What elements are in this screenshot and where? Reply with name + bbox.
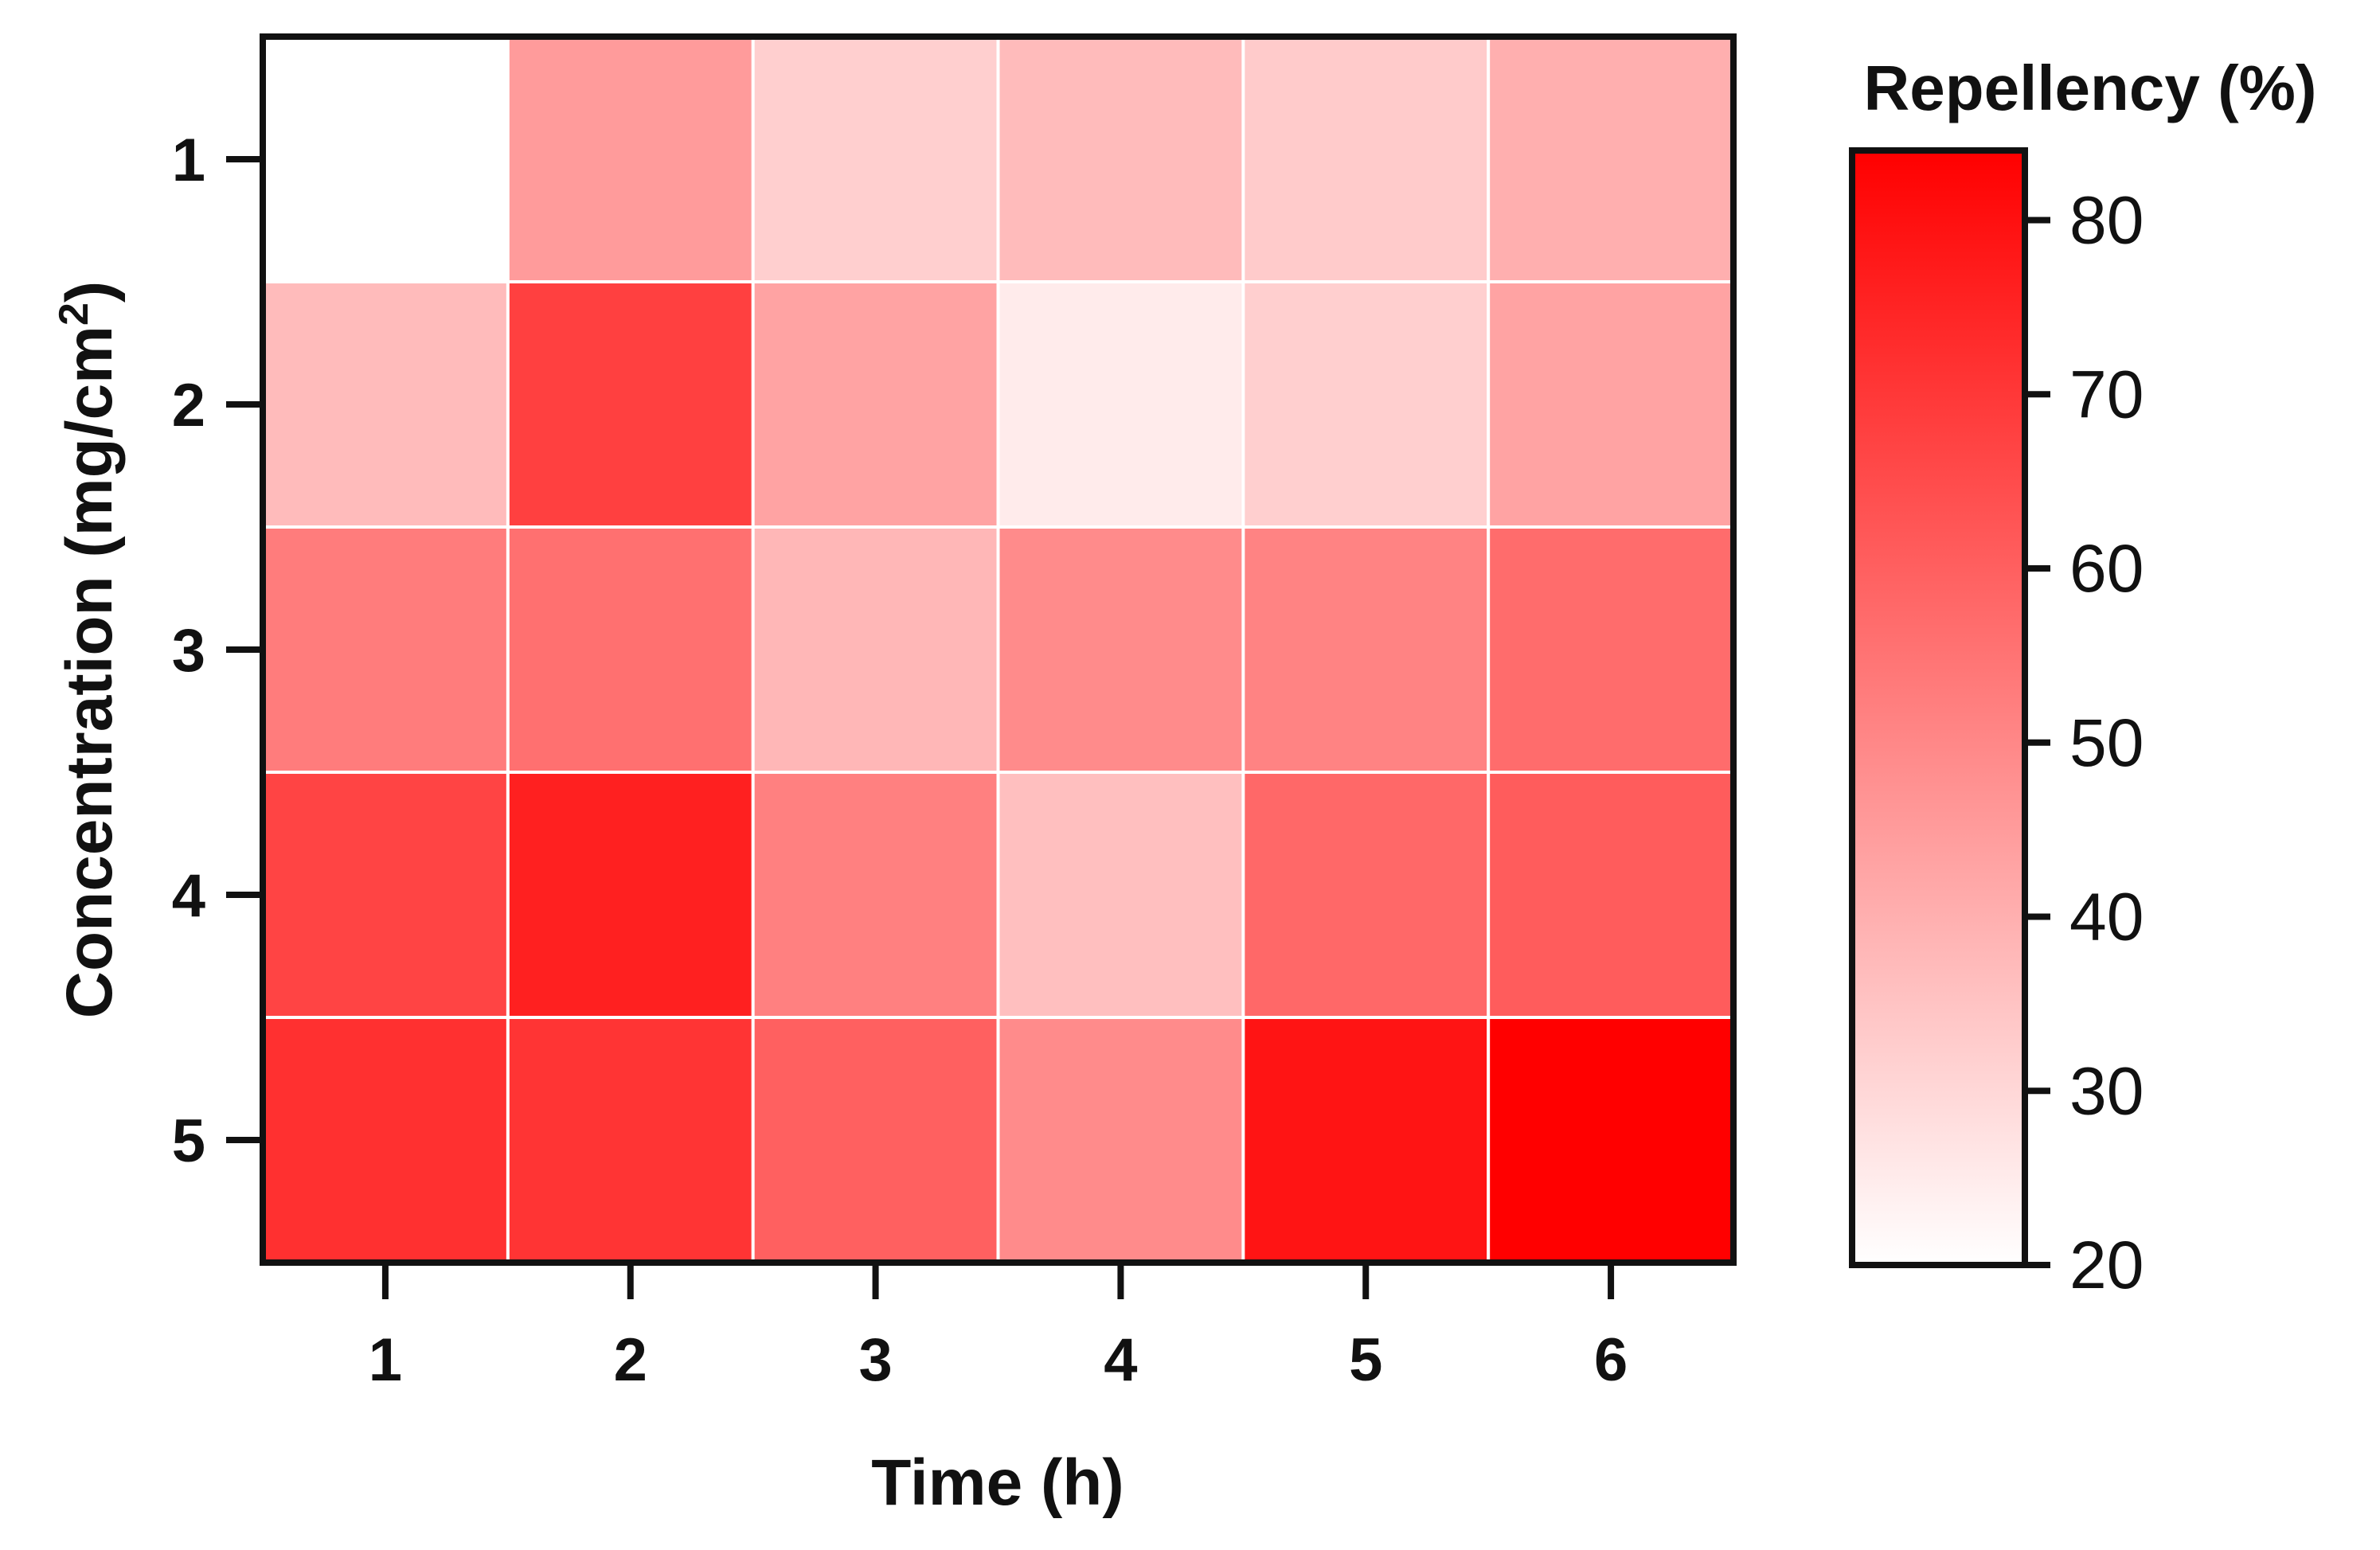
colorbar-tick-label-60: 60	[2069, 531, 2144, 606]
x-tick-label-6: 6	[1594, 1326, 1628, 1394]
colorbar-tick-label-70: 70	[2069, 357, 2144, 431]
heatmap-cell-r1-c1	[263, 37, 508, 282]
heatmap-cell-r1-c5	[1243, 37, 1489, 282]
heatmap-cell-r5-c4	[998, 1017, 1244, 1263]
heatmap-cell-r5-c3	[752, 1017, 999, 1263]
y-axis-label-superscript: 2	[51, 303, 97, 326]
heatmap-cell-r4-c2	[507, 772, 753, 1017]
heatmap-cell-r4-c3	[752, 772, 999, 1017]
heatmap-cell-r5-c1	[263, 1017, 508, 1263]
x-axis-ticks: 1 2 3 4 5 6	[369, 1263, 1628, 1394]
x-tick-label-1: 1	[369, 1326, 402, 1394]
heatmap-cell-r1-c3	[752, 37, 999, 282]
y-tick-label-4: 4	[172, 862, 205, 930]
heatmap-cell-r5-c2	[507, 1017, 753, 1263]
y-axis-label: Concentration (mg/cm2)	[51, 281, 126, 1018]
y-tick-label-3: 3	[172, 617, 205, 685]
y-tick-label-2: 2	[172, 372, 205, 439]
heatmap-cell-r5-c5	[1243, 1017, 1489, 1263]
heatmap-cell-r2-c6	[1488, 282, 1733, 527]
heatmap-cell-r3-c6	[1488, 527, 1733, 772]
colorbar-tick-label-40: 40	[2069, 880, 2144, 955]
colorbar-ticks: 80 70 60 50 40 30 20	[2025, 183, 2144, 1302]
heatmap-cell-r3-c4	[998, 527, 1244, 772]
heatmap-cell-r3-c3	[752, 527, 999, 772]
y-axis-label-close: )	[53, 281, 126, 303]
colorbar-tick-label-50: 50	[2069, 705, 2144, 780]
x-tick-label-4: 4	[1104, 1326, 1137, 1394]
heatmap-cell-r3-c2	[507, 527, 753, 772]
heatmap-cell-r4-c4	[998, 772, 1244, 1017]
heatmap-cells	[263, 37, 1733, 1263]
colorbar	[1849, 147, 2028, 1268]
heatmap-cell-r2-c3	[752, 282, 999, 527]
colorbar-title: Repellency (%)	[1863, 53, 2316, 123]
heatmap-cell-r3-c1	[263, 527, 508, 772]
heatmap-cell-r2-c1	[263, 282, 508, 527]
y-axis-ticks: 1 2 3 4 5	[172, 127, 263, 1175]
colorbar-tick-label-30: 30	[2069, 1053, 2144, 1128]
y-axis-label-main: Concentration (mg/cm	[53, 326, 126, 1018]
y-tick-label-1: 1	[172, 127, 205, 194]
x-tick-label-5: 5	[1349, 1326, 1382, 1394]
heatmap-cell-r1-c4	[998, 37, 1244, 282]
heatmap-cell-r4-c1	[263, 772, 508, 1017]
heatmap-cell-r3-c5	[1243, 527, 1489, 772]
colorbar-tick-label-80: 80	[2069, 183, 2144, 258]
heatmap-cell-r1-c2	[507, 37, 753, 282]
heatmap-gridlines	[263, 37, 1733, 1263]
heatmap-cell-r4-c5	[1243, 772, 1489, 1017]
colorbar-tick-label-20: 20	[2069, 1228, 2144, 1302]
y-tick-label-5: 5	[172, 1107, 205, 1175]
heatmap-cell-r1-c6	[1488, 37, 1733, 282]
heatmap-cell-r2-c2	[507, 282, 753, 527]
heatmap-cell-r4-c6	[1488, 772, 1733, 1017]
x-axis-label: Time (h)	[871, 1447, 1124, 1519]
x-tick-label-3: 3	[858, 1326, 892, 1394]
heatmap-cell-r2-c4	[998, 282, 1244, 527]
x-tick-label-2: 2	[614, 1326, 647, 1394]
heatmap-cell-r2-c5	[1243, 282, 1489, 527]
heatmap-cell-r5-c6	[1488, 1017, 1733, 1263]
